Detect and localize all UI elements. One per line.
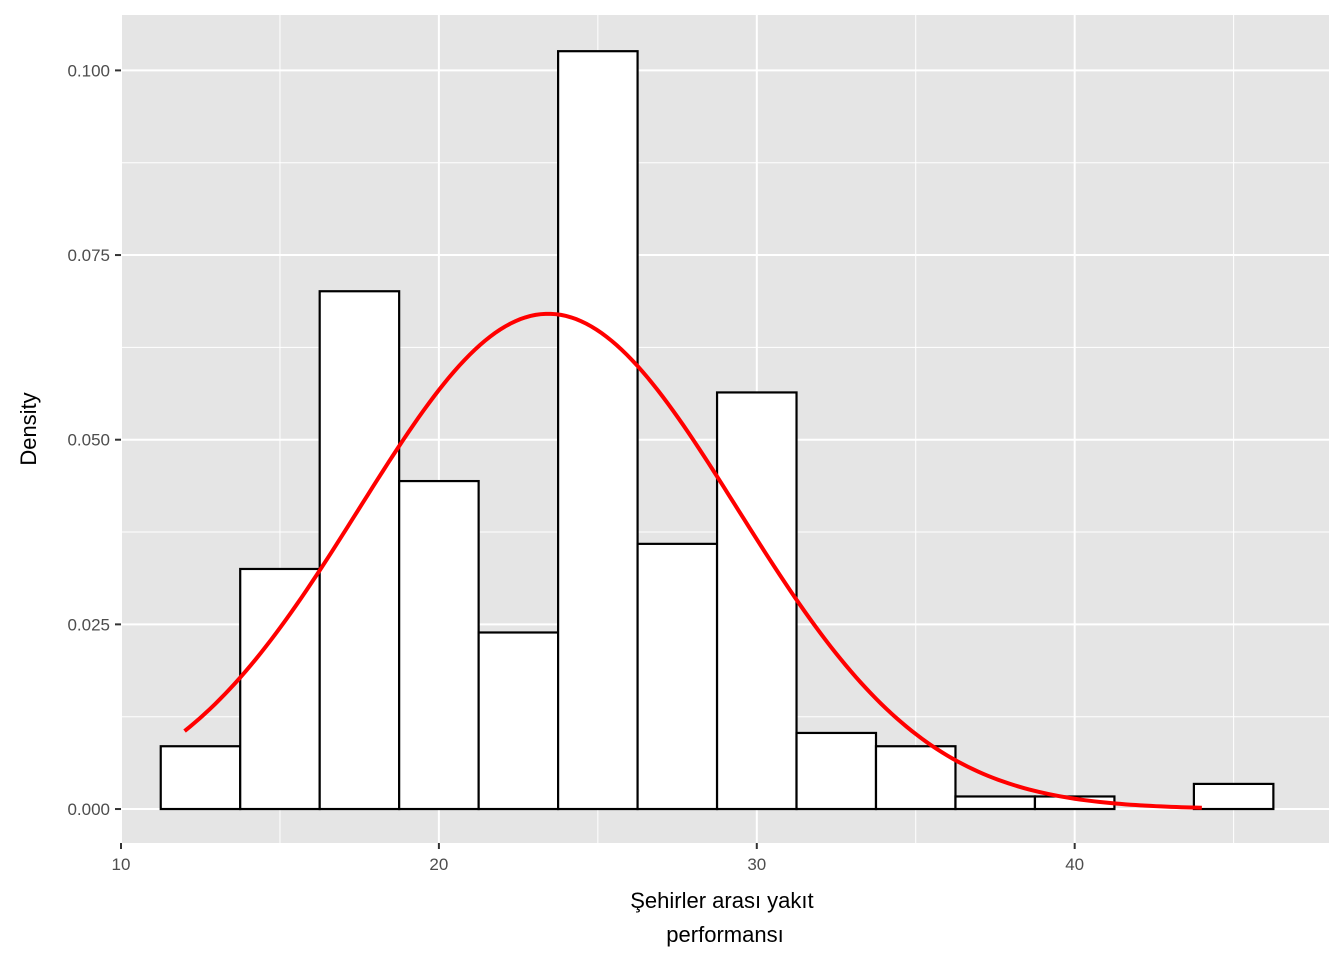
y-axis: 0.000 0.025 0.050 0.075 0.100 (67, 61, 121, 819)
histogram-bar (874, 745, 957, 811)
y-tick-label: 0.000 (67, 800, 110, 819)
x-axis-title: Şehirler arası yakıt performansı (630, 888, 820, 947)
histogram-bar (477, 631, 560, 811)
y-tick-label: 0.025 (67, 615, 110, 634)
histogram-bar (636, 542, 719, 811)
histogram-bar (159, 745, 242, 811)
histogram-bar (398, 479, 480, 811)
histogram-bar (954, 795, 1037, 811)
histogram-bar (557, 50, 639, 811)
histogram-bar (1192, 782, 1275, 811)
y-tick-label: 0.075 (67, 246, 110, 265)
x-axis: 10 20 30 40 (112, 843, 1084, 874)
y-axis-title: Density (16, 392, 41, 465)
x-tick-label: 40 (1065, 855, 1084, 874)
histogram-bar (715, 391, 798, 811)
histogram-bar (795, 731, 878, 811)
x-axis-title-line-1: Şehirler arası yakıt (630, 888, 813, 913)
y-tick-label: 0.050 (67, 431, 110, 450)
density-curve (183, 311, 1202, 810)
histogram-bars (159, 50, 1275, 811)
x-tick-label: 20 (429, 855, 448, 874)
x-tick-label: 10 (112, 855, 131, 874)
x-axis-title-line-2: performansı (666, 922, 783, 947)
y-tick-label: 0.100 (67, 61, 110, 80)
histogram-bar (239, 567, 321, 811)
x-tick-label: 30 (747, 855, 766, 874)
